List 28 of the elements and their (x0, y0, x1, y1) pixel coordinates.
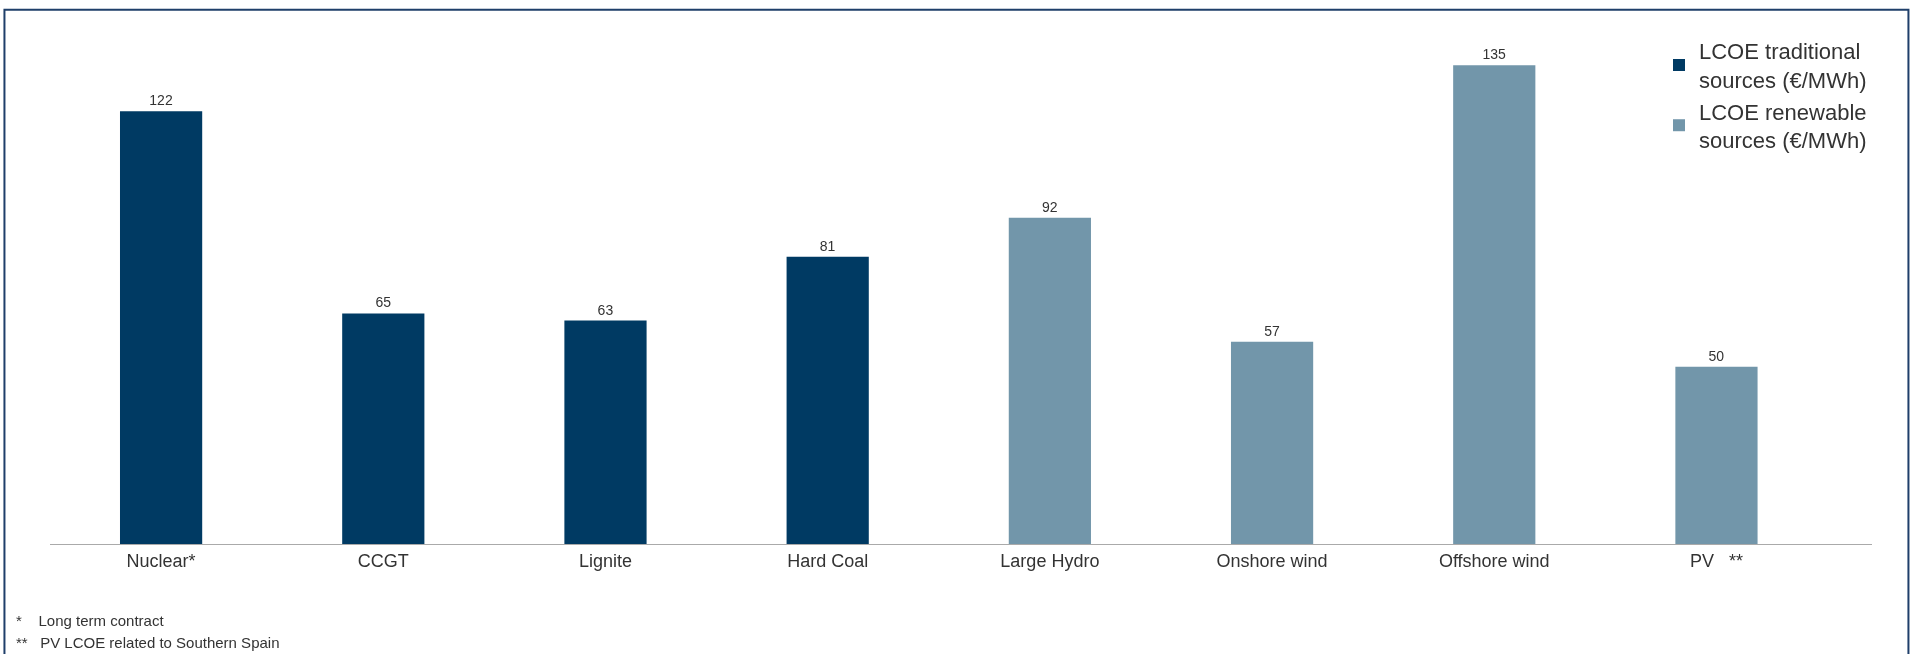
text: * Long term contract (16, 612, 165, 629)
bar (1230, 341, 1314, 544)
data-label: 92 (1041, 198, 1058, 215)
x-tick-label: PV ** (1689, 550, 1743, 571)
data-label: 50 (1708, 347, 1725, 364)
x-tick-label: Offshore wind (1438, 550, 1550, 571)
x-tick-label: Onshore wind (1216, 550, 1328, 571)
data-label: 122 (149, 92, 173, 109)
bar (1675, 366, 1758, 544)
x-tick-label: Large Hydro (1000, 550, 1100, 571)
x-tick-label: Nuclear* (126, 550, 196, 571)
data-label: 65 (375, 294, 392, 311)
data-label: 135 (1482, 46, 1507, 63)
bar (119, 111, 203, 544)
x-tick-label: CCGT (357, 550, 409, 571)
bar (786, 256, 869, 544)
bar (1453, 65, 1536, 544)
x-tick-label: Hard Coal (787, 550, 869, 571)
bar (1008, 217, 1091, 544)
bar (342, 313, 425, 544)
data-label: 57 (1264, 322, 1280, 339)
legend-label: LCOE renewable sources (€/MWh) (1699, 99, 1867, 154)
data-label: 81 (819, 237, 836, 254)
text: ** PV LCOE related to Southern Spain (16, 634, 280, 651)
legend-label: LCOE traditional sources (€/MWh) (1699, 39, 1867, 93)
x-tick-label: Lignite (578, 550, 633, 571)
data-label: 63 (597, 301, 614, 318)
bar (564, 320, 647, 544)
